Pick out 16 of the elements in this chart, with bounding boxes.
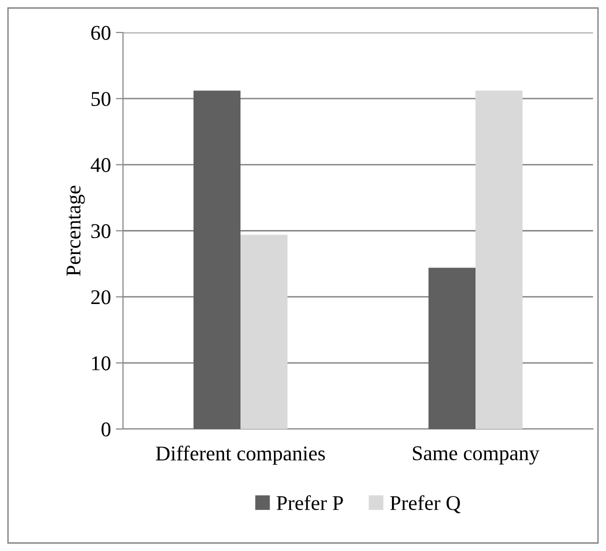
y-tick-label: 20: [91, 290, 110, 304]
y-tick-label: 60: [91, 26, 110, 40]
bar: [428, 268, 476, 429]
bar: [240, 234, 288, 429]
bar: [194, 90, 240, 429]
y-axis-title: Percentage: [66, 186, 85, 276]
y-tick-label: 0: [102, 422, 110, 436]
legend-label: Prefer Q: [390, 495, 460, 514]
legend-label: Prefer P: [276, 495, 343, 510]
y-tick-label: 10: [92, 356, 110, 370]
y-tick-label: 30: [91, 224, 110, 238]
x-tick-label: Different companies: [156, 446, 325, 465]
bar: [476, 90, 522, 429]
y-tick-label: 50: [92, 92, 110, 106]
x-tick-label: Same company: [412, 446, 540, 465]
y-tick-label: 40: [90, 158, 110, 172]
